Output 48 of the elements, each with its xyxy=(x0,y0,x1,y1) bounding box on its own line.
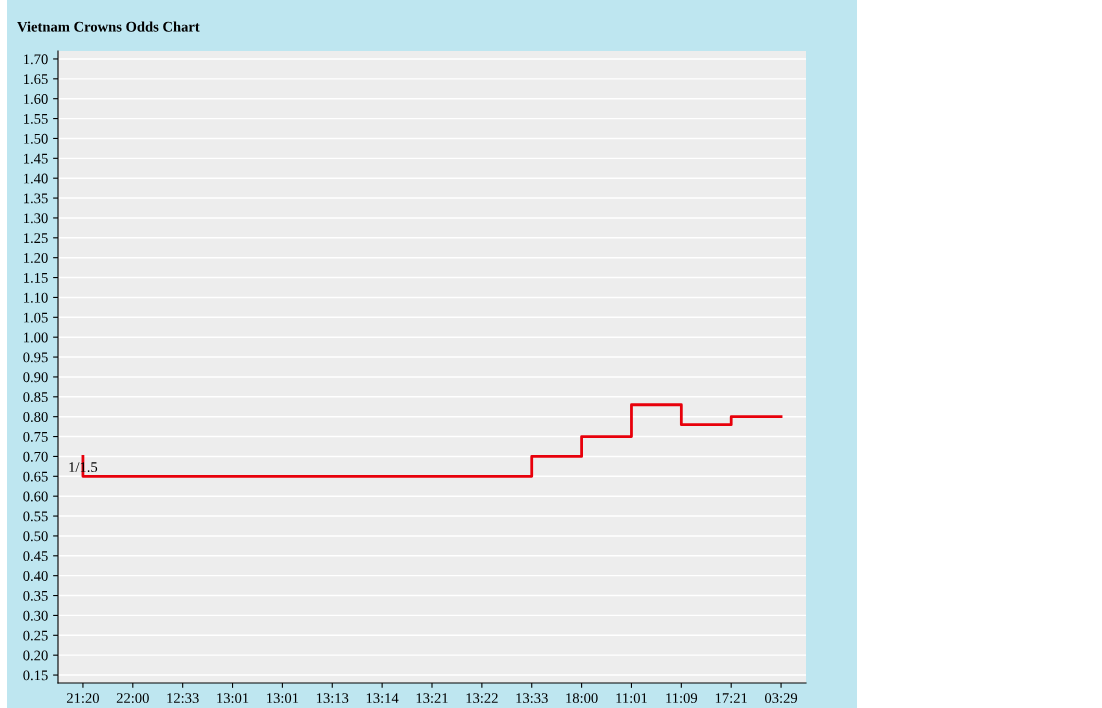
y-tick-label: 1.25 xyxy=(24,233,48,244)
y-tick-label: 0.60 xyxy=(23,491,48,502)
y-tick-label: 0.50 xyxy=(23,531,48,542)
x-tick-label: 13:01 xyxy=(267,693,299,704)
x-tick-label: 21:20 xyxy=(66,693,99,704)
y-tick-label: 1.70 xyxy=(24,54,48,65)
y-tick-label: 1.00 xyxy=(24,332,48,343)
y-tick-label: 1.15 xyxy=(24,273,48,283)
y-tick-label: 1.35 xyxy=(24,193,48,204)
x-tick-label: 18:00 xyxy=(566,693,598,704)
x-tick-label: 22:00 xyxy=(116,693,149,704)
x-tick-label: 13:21 xyxy=(416,693,448,704)
y-tick-label: 1.65 xyxy=(24,74,48,85)
y-tick-label: 0.30 xyxy=(23,610,48,621)
y-tick-label: 0.80 xyxy=(23,412,48,422)
x-tick-label: 13:01 xyxy=(217,693,249,704)
x-tick-label: 17:21 xyxy=(715,693,747,704)
x-tick-label: 13:22 xyxy=(466,693,498,704)
y-tick-label: 1.45 xyxy=(24,153,48,164)
y-tick-label: 0.55 xyxy=(23,511,48,522)
chart-title: Vietnam Crowns Odds Chart xyxy=(17,21,200,32)
y-tick-label: 1.50 xyxy=(24,133,48,144)
y-tick-label: 1.10 xyxy=(24,292,48,303)
y-tick-label: 1.30 xyxy=(24,213,48,224)
y-tick-label: 1.05 xyxy=(24,312,48,323)
y-tick-label: 0.20 xyxy=(23,650,48,661)
y-tick-label: 0.15 xyxy=(23,670,48,681)
y-tick-label: 0.45 xyxy=(23,551,48,562)
x-tick-label: 13:14 xyxy=(366,693,399,704)
y-tick-label: 0.65 xyxy=(23,471,48,482)
x-tick-label: 13:13 xyxy=(316,693,349,704)
y-tick-label: 0.70 xyxy=(23,451,48,462)
y-tick-label: 1.55 xyxy=(24,114,48,124)
x-tick-label: 11:01 xyxy=(616,693,647,704)
x-tick-label: 03:29 xyxy=(765,693,798,704)
y-tick-label: 0.90 xyxy=(23,372,48,383)
y-tick-label: 1.40 xyxy=(24,173,48,184)
y-tick-label: 0.95 xyxy=(23,352,48,363)
x-tick-label: 12:33 xyxy=(167,693,199,704)
y-tick-label: 1.20 xyxy=(24,253,48,263)
y-tick-label: 0.40 xyxy=(23,571,48,581)
y-tick-label: 0.75 xyxy=(23,431,48,442)
y-tick-label: 0.35 xyxy=(23,590,48,601)
x-tick-label: 13:33 xyxy=(516,693,548,704)
y-tick-label: 0.85 xyxy=(23,392,48,403)
y-tick-label: 1.60 xyxy=(24,94,48,104)
y-tick-label: 0.25 xyxy=(23,630,48,641)
x-tick-label: 11:09 xyxy=(666,693,698,704)
